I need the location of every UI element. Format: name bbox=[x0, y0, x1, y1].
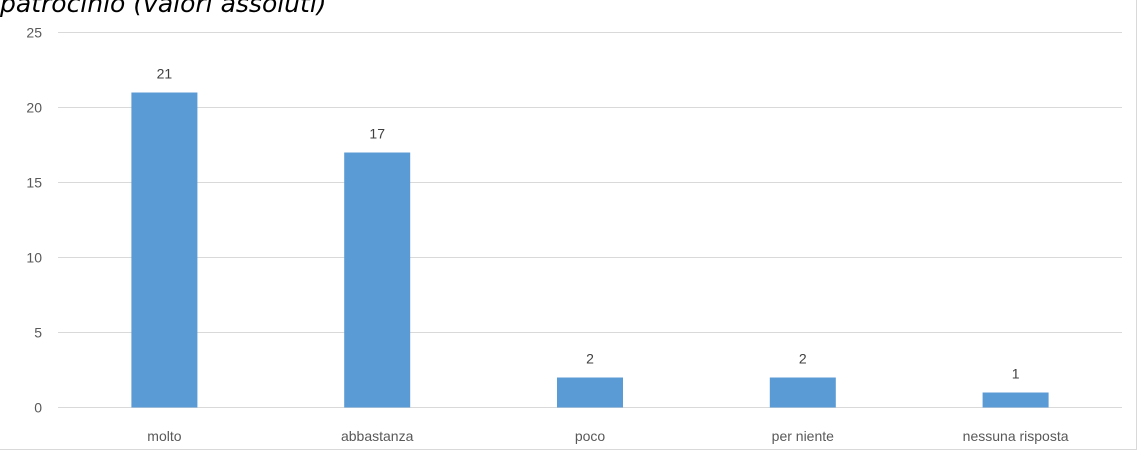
data-label: 2 bbox=[799, 351, 807, 367]
bar bbox=[557, 377, 623, 408]
x-tick-label: per niente bbox=[772, 428, 834, 444]
y-axis-ticks: 0 5 10 15 20 25 bbox=[26, 25, 42, 416]
y-tick-label: 25 bbox=[26, 25, 42, 41]
x-tick-label: poco bbox=[575, 428, 606, 444]
x-tick-label: nessuna risposta bbox=[963, 428, 1069, 444]
gridlines bbox=[58, 32, 1122, 408]
data-label: 17 bbox=[369, 126, 385, 142]
data-label: 21 bbox=[157, 66, 173, 82]
bars bbox=[131, 92, 1049, 408]
bar bbox=[769, 377, 836, 408]
bar bbox=[131, 92, 198, 408]
data-label: 2 bbox=[586, 351, 594, 367]
bar bbox=[982, 392, 1049, 408]
y-tick-label: 15 bbox=[26, 175, 42, 191]
y-tick-label: 0 bbox=[34, 400, 42, 416]
x-tick-label: abbastanza bbox=[341, 428, 414, 444]
x-tick-label: molto bbox=[147, 428, 181, 444]
y-tick-label: 20 bbox=[26, 100, 42, 116]
x-axis-ticks: molto abbastanza poco per niente nessuna ris… bbox=[147, 428, 1068, 444]
y-tick-label: 5 bbox=[34, 325, 42, 341]
chart-title: patrocinio (valori assoluti) bbox=[0, 0, 327, 18]
bar bbox=[344, 152, 411, 408]
data-label: 1 bbox=[1012, 366, 1020, 382]
y-tick-label: 10 bbox=[26, 250, 42, 266]
